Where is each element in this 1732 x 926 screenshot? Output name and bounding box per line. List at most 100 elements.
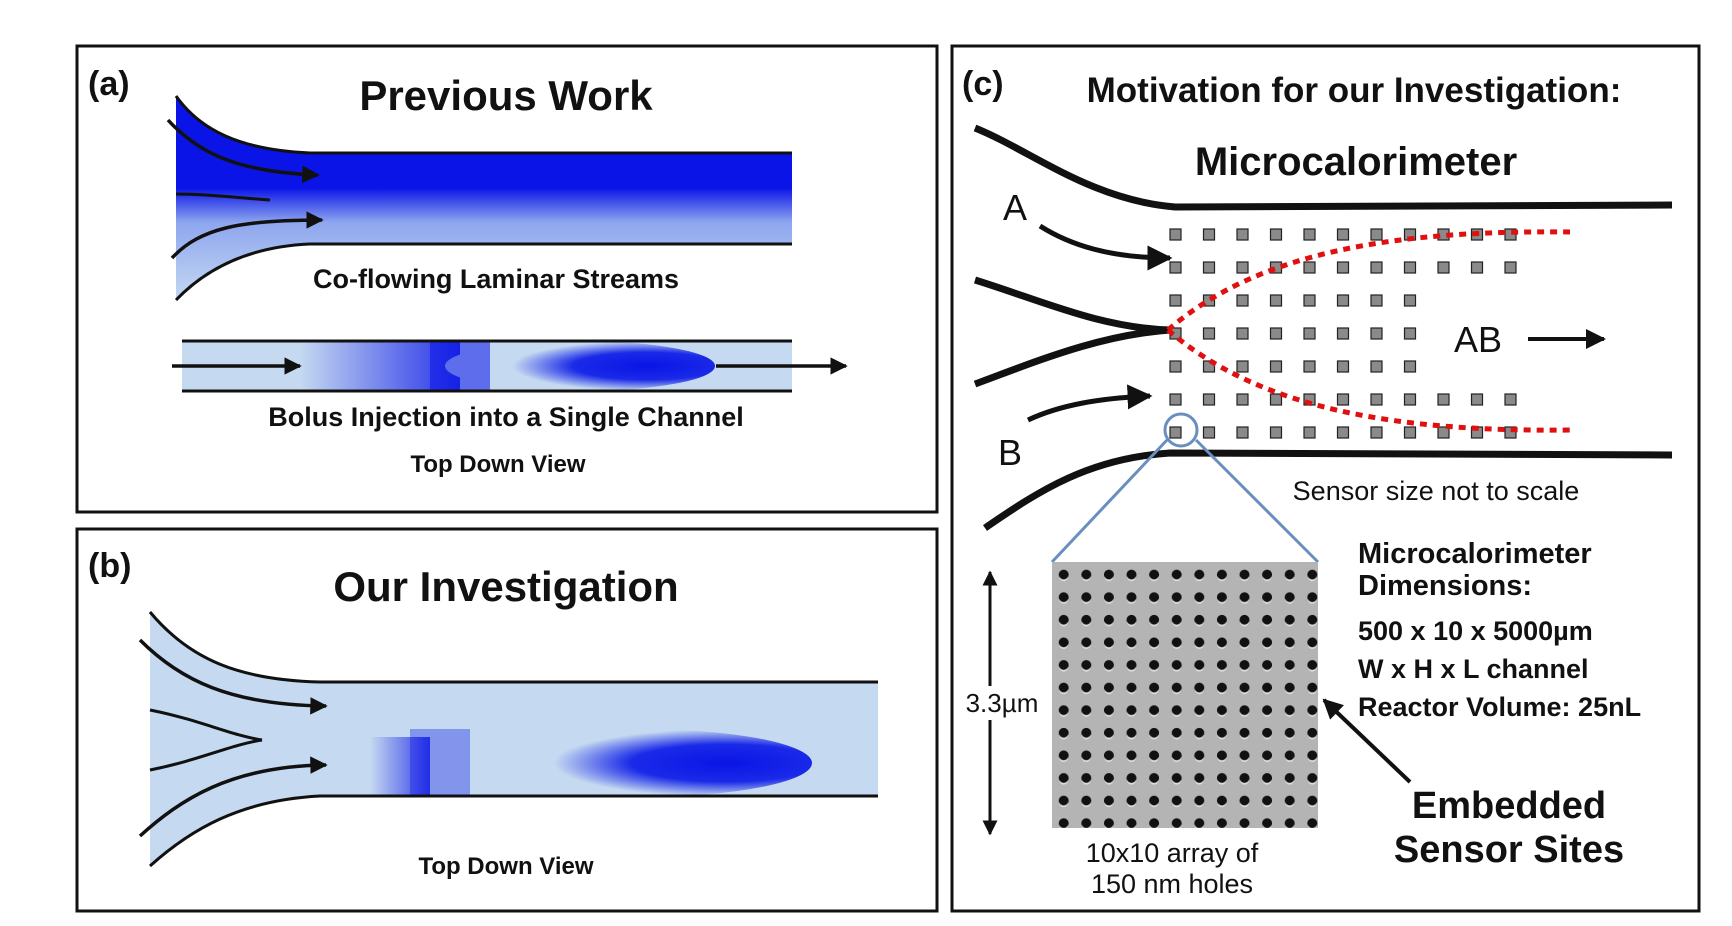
array-caption-line2: 150 nm holes <box>1091 869 1253 899</box>
sensor-site-grid <box>1169 228 1517 439</box>
dims-heading-line1: Microcalorimeter <box>1358 538 1592 570</box>
sensor-site <box>1236 393 1249 406</box>
panel-a-frame <box>75 44 939 514</box>
sensor-site <box>1370 228 1383 241</box>
panel-c-label: (c) <box>962 65 1004 103</box>
sensor-site <box>1437 393 1450 406</box>
panel-b-view-label: Top Down View <box>418 853 593 880</box>
sensor-site <box>1437 426 1450 439</box>
sensor-site <box>1202 228 1216 241</box>
sensor-site <box>1236 327 1249 340</box>
sensor-site <box>1303 426 1316 439</box>
sensor-site <box>1336 393 1350 406</box>
panel-a-label: (a) <box>88 65 130 103</box>
sensor-site <box>1202 360 1216 373</box>
sensor-site <box>1403 294 1417 307</box>
dims-axes: W x H x L channel <box>1358 654 1589 684</box>
sensor-site <box>1202 426 1216 439</box>
sensor-site <box>1169 393 1182 406</box>
sensor-site <box>1370 426 1383 439</box>
sensor-site <box>1437 261 1450 274</box>
panel-b-label: (b) <box>88 547 131 585</box>
sensor-site <box>1403 360 1417 373</box>
microcalorimeter-channel <box>973 124 1673 531</box>
sensor-site <box>1336 294 1350 307</box>
scale-note: Sensor size not to scale <box>1293 476 1580 506</box>
sensor-site <box>1269 228 1283 241</box>
sensor-sites-arrow <box>1322 698 1412 784</box>
dims-size: 500 x 10 x 5000µm <box>1358 616 1593 646</box>
panel-a-view-label: Top Down View <box>410 451 585 478</box>
sensor-site <box>1370 294 1383 307</box>
sensor-site <box>1336 261 1350 274</box>
sensor-site <box>1370 360 1383 373</box>
panel-b-frame <box>75 527 939 913</box>
sensor-site <box>1236 426 1249 439</box>
sensor-site <box>1169 294 1182 307</box>
coflow-channel <box>166 95 792 302</box>
zoom-line-right <box>1194 438 1320 564</box>
panel-c-title: Motivation for our Investigation: <box>1087 71 1622 110</box>
sensor-site <box>1303 327 1316 340</box>
inlet-a-arrow <box>1038 223 1173 271</box>
sensor-site <box>1504 261 1517 274</box>
sensor-site <box>1202 294 1216 307</box>
sensor-site <box>1470 393 1484 406</box>
sensor-site <box>1303 294 1316 307</box>
sensor-site <box>1169 426 1182 439</box>
sensor-site <box>1269 393 1283 406</box>
sensor-site <box>1236 261 1249 274</box>
sensor-site <box>1403 261 1417 274</box>
panel-c-subtitle: Microcalorimeter <box>1195 140 1517 184</box>
coflow-caption: Co-flowing Laminar Streams <box>313 264 679 294</box>
sensor-site <box>1202 327 1216 340</box>
sensor-site <box>1269 360 1283 373</box>
sensor-site <box>1370 393 1383 406</box>
panel-b-title: Our Investigation <box>333 563 678 610</box>
scale-bar-label: 3.3µm <box>966 688 1039 718</box>
sensor-site <box>1236 228 1249 241</box>
sensor-site <box>1336 327 1350 340</box>
sensor-site <box>1336 228 1350 241</box>
inlet-b-label: B <box>998 432 1022 473</box>
reaction-front <box>1166 229 1571 433</box>
panel-c-frame <box>950 44 1701 913</box>
sensor-site <box>1269 426 1283 439</box>
bolus-caption: Bolus Injection into a Single Channel <box>268 402 744 432</box>
sensor-site <box>1370 261 1383 274</box>
sensor-site <box>1202 261 1216 274</box>
sensor-site <box>1504 393 1517 406</box>
sensor-label-line2: Sensor Sites <box>1394 829 1624 871</box>
sensor-label-line1: Embedded <box>1412 785 1606 827</box>
sensor-site <box>1269 327 1283 340</box>
sensor-site <box>1303 360 1316 373</box>
zoom-line-left <box>1050 438 1169 564</box>
sensor-site <box>1169 261 1182 274</box>
sensor-site <box>1336 360 1350 373</box>
sensor-site <box>1202 393 1216 406</box>
array-caption-line1: 10x10 array of <box>1086 838 1259 868</box>
inlet-a-label: A <box>1003 187 1027 228</box>
sensor-site <box>1236 294 1249 307</box>
sensor-site <box>1236 360 1249 373</box>
zoom-circle <box>1163 412 1199 448</box>
bolus-channel <box>172 339 848 393</box>
sensor-site <box>1169 228 1182 241</box>
sensor-site <box>1269 294 1283 307</box>
sensor-site <box>1303 228 1316 241</box>
sensor-site <box>1336 426 1350 439</box>
sensor-site <box>1403 327 1417 340</box>
sensor-site <box>1403 393 1417 406</box>
sensor-site <box>1470 261 1484 274</box>
sensor-site <box>1370 327 1383 340</box>
dims-volume: Reactor Volume: 25nL <box>1358 692 1641 722</box>
sensor-site <box>1303 261 1316 274</box>
inlet-b-arrow <box>1026 384 1153 423</box>
sensor-site <box>1504 426 1517 439</box>
sensor-site <box>1169 360 1182 373</box>
investigation-channel <box>138 611 878 868</box>
panel-a-title: Previous Work <box>359 72 653 119</box>
dims-heading-line2: Dimensions: <box>1358 570 1532 602</box>
sensor-site <box>1403 426 1417 439</box>
